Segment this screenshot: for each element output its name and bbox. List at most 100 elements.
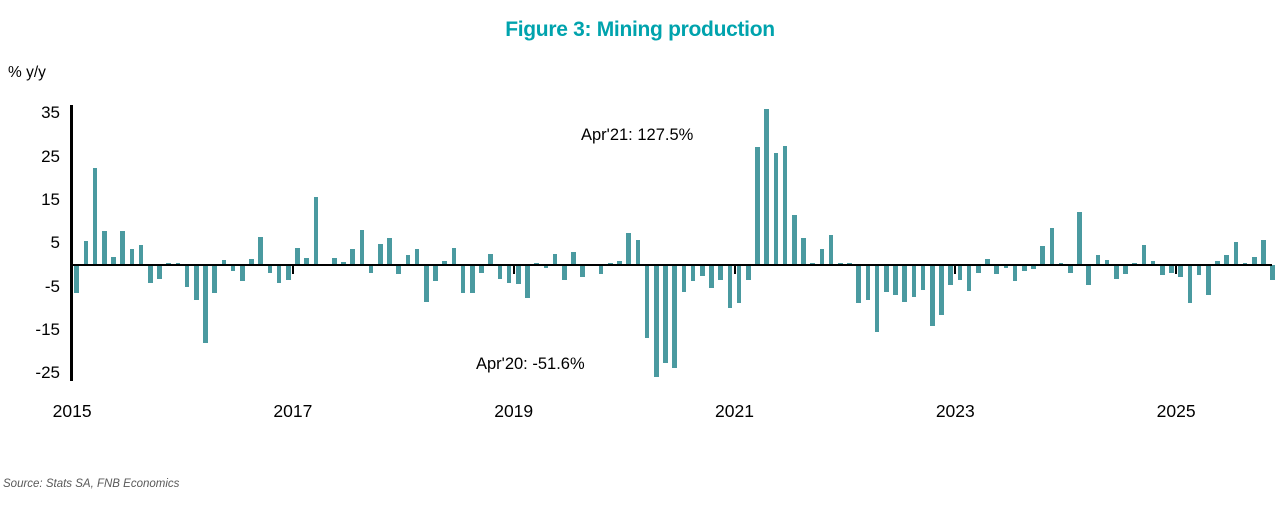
bar [414, 248, 420, 265]
bar [1233, 242, 1239, 265]
chart-title: Figure 3: Mining production [505, 18, 775, 41]
bar [672, 265, 677, 369]
bar [718, 265, 723, 281]
bar [1095, 255, 1101, 265]
bar [1040, 245, 1045, 265]
bar [138, 244, 144, 265]
bar [1022, 265, 1027, 271]
bar [212, 265, 217, 293]
bar [1215, 260, 1220, 265]
bar [543, 265, 549, 269]
bar [203, 265, 208, 344]
bar [902, 265, 907, 302]
x-tick-label: 2021 [715, 401, 754, 421]
source-note: Source: Stats SA, FNB Economics [3, 478, 180, 490]
bar [1252, 256, 1257, 265]
annotation-apr-2021: Apr'21: 127.5% [581, 126, 694, 144]
zero-line [70, 263, 1272, 267]
bar [387, 237, 392, 265]
bar [221, 259, 227, 265]
bar [488, 254, 493, 265]
bar [479, 265, 484, 273]
bar [828, 235, 834, 265]
bar [911, 265, 917, 297]
bar [976, 265, 981, 274]
bar [276, 265, 282, 283]
bar [865, 265, 871, 301]
bar [994, 265, 999, 275]
x-tick-label: 2019 [494, 401, 534, 421]
bar [700, 265, 705, 276]
bar [874, 265, 880, 332]
x-tick-label: 2023 [935, 401, 975, 421]
y-axis-line [70, 105, 73, 381]
x-tick-label: 2017 [273, 401, 313, 421]
bar [1114, 265, 1119, 280]
bar [258, 237, 263, 265]
x-axis-tick [291, 265, 294, 274]
bar [709, 265, 714, 289]
x-tick-label: 2025 [1156, 401, 1196, 421]
bar [157, 265, 162, 280]
bar [966, 265, 972, 291]
x-axis-tick [954, 265, 957, 274]
y-axis-unit-label: % y/y [8, 64, 46, 81]
annotation-apr-2020: Apr'20: -51.6% [476, 355, 585, 373]
bar [920, 265, 926, 291]
bar [985, 259, 990, 265]
bar [755, 147, 760, 265]
bar [240, 265, 245, 282]
bar [1086, 265, 1091, 285]
bar [74, 265, 79, 294]
bar [1270, 265, 1275, 281]
x-axis-tick [71, 265, 74, 274]
bar [442, 261, 447, 265]
bar [1104, 259, 1110, 265]
bar [635, 239, 641, 265]
x-tick-label: 2015 [52, 401, 92, 421]
bar [773, 152, 779, 265]
bar [92, 167, 98, 265]
x-axis-tick [512, 265, 515, 274]
bar [1003, 265, 1009, 269]
bar [1261, 239, 1266, 265]
bar [304, 257, 309, 265]
bar [506, 265, 512, 284]
bar [332, 257, 337, 265]
bar [1206, 265, 1211, 295]
bar [516, 265, 521, 284]
bar [644, 265, 650, 338]
bar [1196, 265, 1202, 275]
bar [957, 265, 963, 281]
bar [736, 265, 742, 304]
bar [663, 265, 668, 364]
bar [562, 265, 567, 281]
x-axis-tick [733, 265, 736, 274]
bar [801, 238, 806, 265]
bar [782, 145, 788, 265]
bar [1123, 265, 1128, 275]
bar [1049, 227, 1055, 265]
bar [424, 265, 429, 302]
bar [433, 265, 438, 282]
bar [396, 265, 401, 275]
y-tick-label: 15 [41, 190, 60, 210]
bar [497, 265, 503, 280]
bar [230, 265, 236, 271]
bar [552, 254, 558, 265]
bar [1012, 265, 1018, 282]
bar [405, 255, 411, 265]
bar [681, 265, 687, 292]
bar [184, 265, 190, 287]
bar [1150, 260, 1156, 265]
bar [884, 265, 889, 292]
bar [102, 231, 107, 265]
bar [111, 256, 116, 265]
bar [1077, 211, 1082, 265]
bar [451, 247, 457, 265]
bar [460, 265, 466, 294]
bar [359, 229, 365, 265]
bar [350, 249, 355, 265]
bar [1068, 265, 1073, 273]
